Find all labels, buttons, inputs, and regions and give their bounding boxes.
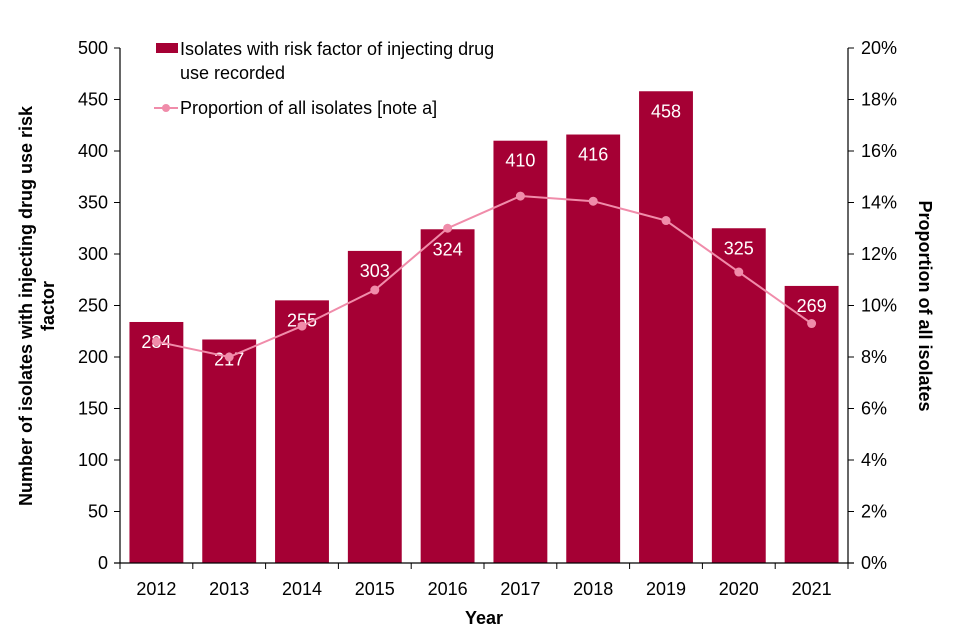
- legend-label-line: Proportion of all isolates [note a]: [180, 98, 437, 118]
- bar-label-2020: 325: [724, 238, 754, 258]
- x-tick-label-2012: 2012: [136, 579, 176, 599]
- x-tick-label-2020: 2020: [719, 579, 759, 599]
- y-axis-title-line1: Number of isolates with injecting drug u…: [16, 105, 36, 506]
- x-tick-label-2013: 2013: [209, 579, 249, 599]
- bar-2021: [784, 285, 839, 563]
- y-tick-label-350: 350: [78, 193, 108, 213]
- y2-tick-label-18%: 18%: [861, 90, 897, 110]
- proportion-point-2018: [588, 196, 598, 206]
- bar-2016: [420, 229, 475, 563]
- bar-label-2015: 303: [360, 261, 390, 281]
- y2-tick-label-4%: 4%: [861, 450, 887, 470]
- y2-tick-label-8%: 8%: [861, 347, 887, 367]
- legend-swatch-bar: [156, 43, 178, 53]
- bar-label-2017: 410: [505, 151, 535, 171]
- proportion-point-2017: [515, 191, 525, 201]
- y-tick-label-0: 0: [98, 553, 108, 573]
- bar-label-2016: 324: [433, 239, 463, 259]
- x-tick-label-2016: 2016: [428, 579, 468, 599]
- proportion-point-2016: [443, 223, 453, 233]
- y-tick-label-150: 150: [78, 399, 108, 419]
- y2-tick-label-2%: 2%: [861, 502, 887, 522]
- proportion-point-2021: [807, 319, 817, 329]
- bar-label-2021: 269: [797, 296, 827, 316]
- y-tick-label-50: 50: [88, 502, 108, 522]
- x-tick-label-2021: 2021: [792, 579, 832, 599]
- y2-tick-label-10%: 10%: [861, 296, 897, 316]
- proportion-point-2015: [370, 285, 380, 295]
- y-tick-label-250: 250: [78, 296, 108, 316]
- bar-2019: [639, 91, 693, 563]
- bar-2015: [347, 250, 402, 563]
- bars-layer: [129, 91, 839, 563]
- line-layer: [151, 191, 817, 362]
- y2-axis-title: Proportion of all isolates: [915, 200, 935, 411]
- y-tick-label-200: 200: [78, 347, 108, 367]
- bar-2012: [129, 321, 184, 563]
- bar-2014: [275, 300, 329, 563]
- y2-tick-label-12%: 12%: [861, 244, 897, 264]
- bar-2017: [493, 140, 548, 563]
- x-tick-label-2017: 2017: [500, 579, 540, 599]
- x-tick-label-2014: 2014: [282, 579, 322, 599]
- bar-2013: [202, 339, 257, 563]
- y2-tick-label-0%: 0%: [861, 553, 887, 573]
- y-tick-label-100: 100: [78, 450, 108, 470]
- y2-tick-label-14%: 14%: [861, 193, 897, 213]
- y-axis-title-line2: factor: [38, 281, 58, 331]
- y-tick-label-500: 500: [78, 38, 108, 58]
- y-tick-label-300: 300: [78, 244, 108, 264]
- bar-label-2018: 416: [578, 145, 608, 165]
- x-tick-label-2018: 2018: [573, 579, 613, 599]
- legend: Isolates with risk factor of injecting d…: [154, 39, 494, 118]
- bar-label-2014: 255: [287, 310, 317, 330]
- legend-swatch-marker: [162, 104, 170, 112]
- legend-label-bar-line1: Isolates with risk factor of injecting d…: [180, 39, 494, 59]
- proportion-point-2013: [224, 352, 234, 362]
- proportion-point-2012: [151, 337, 161, 347]
- proportion-line: [156, 195, 813, 359]
- y-tick-label-450: 450: [78, 90, 108, 110]
- x-tick-label-2019: 2019: [646, 579, 686, 599]
- y-tick-label-400: 400: [78, 141, 108, 161]
- legend-label-bar-line2: use recorded: [180, 63, 285, 83]
- proportion-point-2020: [734, 267, 744, 277]
- x-axis-title: Year: [465, 608, 503, 628]
- y2-tick-label-16%: 16%: [861, 141, 897, 161]
- bar-2020: [711, 228, 766, 563]
- y2-tick-label-20%: 20%: [861, 38, 897, 58]
- proportion-point-2014: [297, 321, 307, 331]
- axes-layer: 0 50 100 150 200 250 300 350 400 450 500 0% 2% 4% 6% 8%…: [78, 38, 897, 599]
- x-tick-label-2015: 2015: [355, 579, 395, 599]
- bar-label-2019: 458: [651, 101, 681, 121]
- y2-tick-label-6%: 6%: [861, 399, 887, 419]
- proportion-point-2019: [661, 216, 671, 226]
